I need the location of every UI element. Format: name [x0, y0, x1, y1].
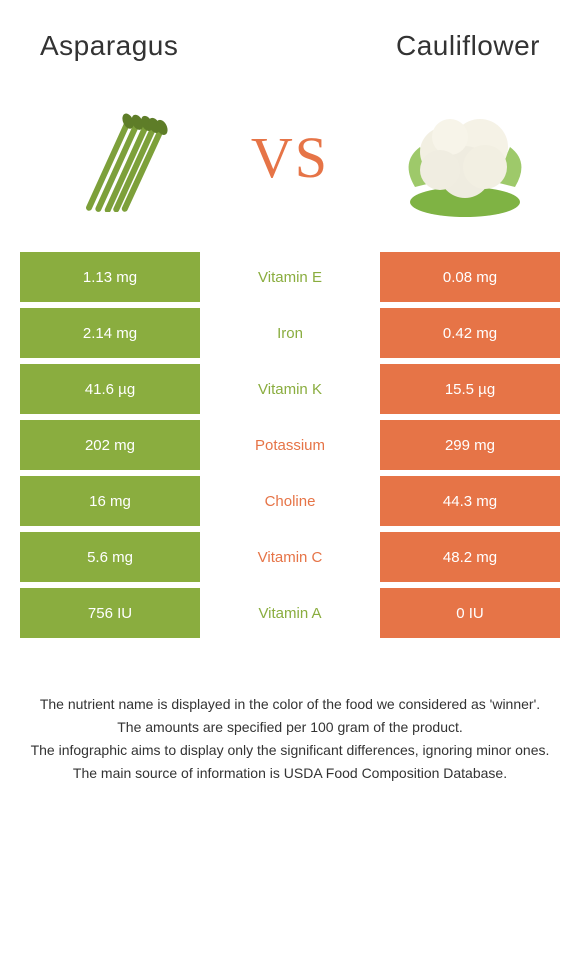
nutrient-row: 756 IUVitamin A0 IU [20, 588, 560, 638]
left-value: 41.6 µg [20, 364, 200, 414]
footer-line: The infographic aims to display only the… [30, 740, 550, 761]
nutrient-row: 41.6 µgVitamin K15.5 µg [20, 364, 560, 414]
footer-notes: The nutrient name is displayed in the co… [0, 644, 580, 806]
left-value: 202 mg [20, 420, 200, 470]
asparagus-image [40, 92, 190, 222]
nutrient-row: 1.13 mgVitamin E0.08 mg [20, 252, 560, 302]
right-value: 299 mg [380, 420, 560, 470]
nutrient-row: 16 mgCholine44.3 mg [20, 476, 560, 526]
nutrient-row: 2.14 mgIron0.42 mg [20, 308, 560, 358]
header: Asparagus Cauliflower [0, 0, 580, 82]
nutrient-name: Vitamin C [200, 532, 380, 582]
right-value: 15.5 µg [380, 364, 560, 414]
cauliflower-image [390, 92, 540, 222]
left-value: 16 mg [20, 476, 200, 526]
left-value: 2.14 mg [20, 308, 200, 358]
left-value: 1.13 mg [20, 252, 200, 302]
footer-line: The nutrient name is displayed in the co… [30, 694, 550, 715]
nutrient-row: 5.6 mgVitamin C48.2 mg [20, 532, 560, 582]
nutrient-name: Iron [200, 308, 380, 358]
right-value: 44.3 mg [380, 476, 560, 526]
right-food-title: Cauliflower [396, 30, 540, 62]
vs-label: VS [251, 124, 329, 191]
right-value: 0.42 mg [380, 308, 560, 358]
nutrient-row: 202 mgPotassium299 mg [20, 420, 560, 470]
right-value: 0.08 mg [380, 252, 560, 302]
left-value: 756 IU [20, 588, 200, 638]
nutrient-table: 1.13 mgVitamin E0.08 mg 2.14 mgIron0.42 m… [20, 252, 560, 638]
nutrient-name: Vitamin E [200, 252, 380, 302]
nutrient-name: Choline [200, 476, 380, 526]
nutrient-name: Vitamin A [200, 588, 380, 638]
left-value: 5.6 mg [20, 532, 200, 582]
right-value: 0 IU [380, 588, 560, 638]
footer-line: The amounts are specified per 100 gram o… [30, 717, 550, 738]
right-value: 48.2 mg [380, 532, 560, 582]
left-food-title: Asparagus [40, 30, 178, 62]
nutrient-name: Vitamin K [200, 364, 380, 414]
nutrient-name: Potassium [200, 420, 380, 470]
vs-row: VS [0, 82, 580, 252]
footer-line: The main source of information is USDA F… [30, 763, 550, 784]
